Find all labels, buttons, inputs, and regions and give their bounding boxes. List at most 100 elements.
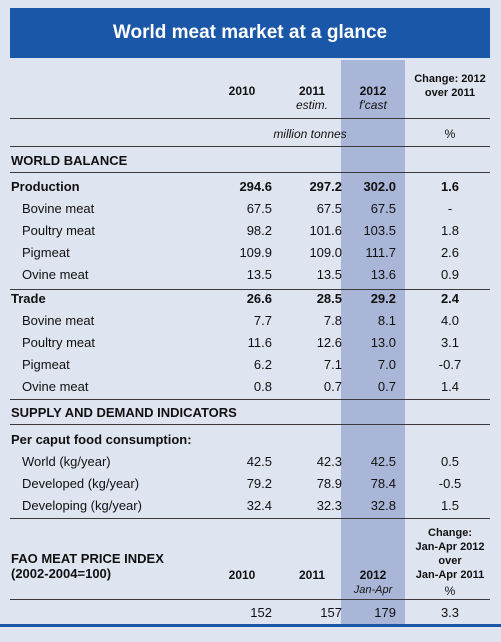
row-label: World (kg/year)	[22, 454, 111, 469]
row-label: Poultry meat	[22, 335, 95, 350]
table-row: Poultry meat 98.2 101.6 103.5 1.8	[0, 220, 501, 242]
units-label: million tonnes	[273, 127, 347, 141]
value-change: 2.6	[440, 245, 460, 260]
value-2012: 103.5	[363, 223, 396, 238]
row-label: Pigmeat	[22, 357, 70, 372]
table-row: Ovine meat 13.5 13.5 13.6 0.9	[0, 264, 501, 286]
value-change: -	[447, 201, 453, 216]
value-change: -0.5	[438, 476, 462, 491]
value-change: 1.4	[440, 379, 460, 394]
pi-col-2012-sub: Jan-Apr	[353, 584, 393, 596]
value-2011: 32.3	[316, 498, 342, 513]
pi-value-change: 3.3	[440, 605, 460, 620]
value-2010: 109.9	[239, 245, 272, 260]
section-indicators: SUPPLY AND DEMAND INDICATORS	[11, 405, 237, 420]
price-index-label-1: FAO MEAT PRICE INDEX	[11, 551, 164, 566]
pi-change-line3: over	[438, 555, 462, 567]
pi-col-2011: 2011	[298, 568, 326, 582]
pi-change-line2: Jan-Apr 2012	[415, 541, 485, 553]
trade-indicators-divider	[10, 399, 490, 400]
value-2011: 7.8	[323, 313, 342, 328]
value-2010: 67.5	[246, 201, 272, 216]
forecast-column-highlight	[341, 60, 405, 625]
price-index-values-divider	[10, 599, 490, 600]
world-balance-divider	[10, 172, 490, 173]
table-row: Bovine meat 7.7 7.8 8.1 4.0	[0, 310, 501, 332]
table-row: Production 294.6 297.2 302.0 1.6	[0, 176, 501, 198]
value-2012: 8.1	[377, 313, 396, 328]
value-2012: 111.7	[365, 245, 396, 260]
col-2012: 2012	[359, 84, 387, 98]
col-change-line1: Change: 2012	[414, 73, 486, 85]
price-index-label-2: (2002-2004=100)	[11, 566, 112, 581]
row-label: Poultry meat	[22, 223, 95, 238]
table-row: World (kg/year) 42.5 42.3 42.5 0.5	[0, 451, 501, 473]
value-change: 0.9	[440, 267, 460, 282]
pi-value-2010: 152	[250, 605, 272, 620]
value-2012: 78.4	[370, 476, 396, 491]
page-title: World meat market at a glance	[10, 8, 490, 58]
value-2010: 13.5	[246, 267, 272, 282]
value-2011: 297.2	[309, 179, 342, 194]
price-index-values-row: 152 157 179 3.3	[0, 602, 501, 624]
value-2012: 32.8	[370, 498, 396, 513]
pi-change-line4: Jan-Apr 2011	[415, 569, 485, 581]
pi-value-2012: 179	[374, 605, 396, 620]
col-2011: 2011	[298, 84, 326, 98]
row-label: Developed (kg/year)	[22, 476, 140, 491]
value-2011: 42.3	[316, 454, 342, 469]
header-divider	[10, 118, 490, 119]
section-world-balance: WORLD BALANCE	[11, 153, 128, 168]
value-2011: 12.6	[316, 335, 342, 350]
value-change: 0.5	[440, 454, 460, 469]
value-2010: 32.4	[246, 498, 272, 513]
value-2010: 0.8	[253, 379, 272, 394]
units-divider	[10, 146, 490, 147]
value-change: 2.4	[440, 291, 460, 306]
value-2011: 109.0	[309, 245, 342, 260]
table-row: Developing (kg/year) 32.4 32.3 32.8 1.5	[0, 495, 501, 517]
bottom-rule	[0, 624, 501, 627]
pi-pct: %	[444, 584, 456, 598]
value-2011: 101.6	[309, 223, 342, 238]
value-change: 4.0	[440, 313, 460, 328]
value-2011: 28.5	[316, 291, 342, 306]
value-2011: 67.5	[316, 201, 342, 216]
value-2012: 67.5	[370, 201, 396, 216]
row-label: Ovine meat	[22, 267, 89, 282]
value-2010: 294.6	[239, 179, 272, 194]
value-2012: 13.0	[370, 335, 396, 350]
value-2010: 42.5	[246, 454, 272, 469]
value-2012: 0.7	[377, 379, 396, 394]
table-row: Trade 26.6 28.5 29.2 2.4	[0, 288, 501, 310]
production-trade-divider	[10, 289, 490, 290]
value-2011: 13.5	[316, 267, 342, 282]
value-2012: 7.0	[377, 357, 396, 372]
value-2010: 79.2	[246, 476, 272, 491]
table-row: Developed (kg/year) 79.2 78.9 78.4 -0.5	[0, 473, 501, 495]
row-label: Bovine meat	[22, 313, 95, 328]
col-2012-sub: f'cast	[359, 98, 387, 112]
per-caput-heading: Per caput food consumption:	[11, 432, 192, 447]
value-2012: 42.5	[370, 454, 396, 469]
row-label: Pigmeat	[22, 245, 70, 260]
value-change: 1.5	[440, 498, 460, 513]
row-label: Developing (kg/year)	[22, 498, 142, 513]
row-label: Trade	[11, 291, 46, 306]
col-change-line2: over 2011	[424, 87, 476, 99]
value-2012: 29.2	[370, 291, 396, 306]
value-change: 3.1	[440, 335, 460, 350]
pi-col-2012: 2012	[359, 568, 387, 582]
value-change: 1.6	[440, 179, 460, 194]
value-2010: 26.6	[246, 291, 272, 306]
value-2010: 11.6	[247, 335, 272, 350]
table-row: Pigmeat 6.2 7.1 7.0 -0.7	[0, 354, 501, 376]
value-2012: 302.0	[363, 179, 396, 194]
value-2010: 98.2	[246, 223, 272, 238]
table-row: Poultry meat 11.6 12.6 13.0 3.1	[0, 332, 501, 354]
pi-value-2011: 157	[320, 605, 342, 620]
row-label: Ovine meat	[22, 379, 89, 394]
col-2011-sub: estim.	[295, 98, 328, 112]
value-2012: 13.6	[370, 267, 396, 282]
price-index-divider	[10, 518, 490, 519]
